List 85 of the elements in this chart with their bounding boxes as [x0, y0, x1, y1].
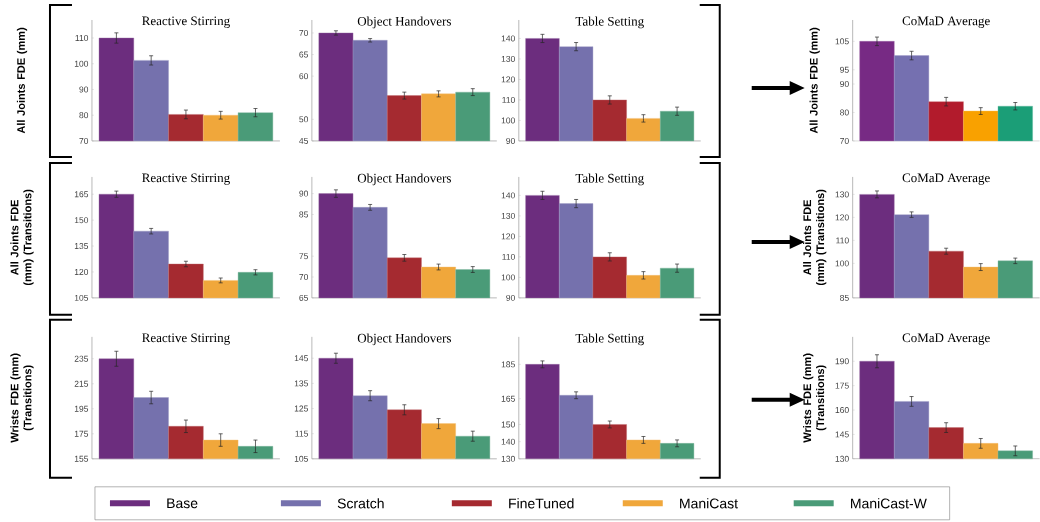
- y-tick-label: 105: [835, 38, 849, 45]
- y-tick-label: 90: [299, 190, 309, 197]
- chart-title: Object Handovers: [357, 16, 451, 29]
- y-tick-label: 85: [840, 294, 849, 301]
- y-tick-label: 70: [840, 138, 849, 145]
- y-tick-label: 175: [835, 382, 849, 389]
- y-axis-title: Wrists FDE (mm) (Transitions): [10, 353, 34, 443]
- y-tick-label: 195: [74, 405, 89, 412]
- y-tick-label: 110: [836, 237, 849, 244]
- y-tick-label: 160: [835, 407, 849, 414]
- y-tick-label: 120: [501, 76, 515, 83]
- chart-title: CoMaD Average: [902, 333, 990, 345]
- legend-label: Base: [167, 498, 198, 509]
- chart-title: CoMaD Average: [902, 173, 990, 185]
- y-tick-label: 110: [502, 253, 515, 260]
- y-tick-label: 135: [294, 380, 308, 387]
- y-tick-label: 120: [835, 214, 849, 221]
- y-tick-label: 165: [74, 191, 89, 198]
- chart-title: Object Handovers: [357, 333, 451, 346]
- y-tick-label: 150: [501, 421, 515, 428]
- y-tick-label: 145: [294, 355, 308, 362]
- y-tick-label: 185: [501, 361, 515, 368]
- y-tick-label: 165: [501, 395, 515, 402]
- y-tick-label: 140: [501, 438, 515, 445]
- y-tick-label: 90: [79, 86, 89, 93]
- y-tick-label: 130: [501, 455, 515, 462]
- y-tick-label: 175: [74, 430, 89, 437]
- y-tick-label: 65: [299, 51, 308, 58]
- y-tick-label: 70: [299, 274, 309, 281]
- y-tick-label: 90: [840, 81, 849, 88]
- chart-title: Reactive Stirring: [142, 16, 230, 29]
- y-axis-title: All Joints FDE (mm) (Transitions): [10, 189, 34, 286]
- y-tick-label: 125: [294, 405, 308, 412]
- y-tick-label: 80: [840, 109, 849, 116]
- y-axis-title: All Joints FDE (mm) (Transitions): [803, 189, 827, 286]
- chart-title: Table Setting: [575, 16, 644, 29]
- y-tick-label: 100: [501, 117, 515, 124]
- legend-label: FineTuned: [509, 498, 574, 509]
- y-tick-label: 190: [835, 358, 849, 365]
- y-tick-label: 60: [299, 73, 309, 80]
- y-tick-label: 70: [299, 30, 309, 37]
- y-tick-label: 140: [501, 192, 515, 199]
- y-tick-label: 50: [299, 116, 309, 123]
- y-tick-label: 95: [840, 66, 849, 73]
- y-tick-label: 100: [74, 60, 89, 67]
- y-tick-label: 80: [79, 112, 89, 119]
- y-tick-label: 90: [506, 138, 515, 145]
- y-tick-label: 85: [299, 211, 308, 218]
- chart-title: Reactive Stirring: [142, 333, 230, 345]
- y-tick-label: 75: [299, 253, 308, 260]
- y-tick-label: 145: [835, 431, 849, 438]
- y-tick-label: 130: [835, 455, 849, 462]
- legend-label: Scratch: [337, 498, 384, 509]
- legend-label: ManiCast-W: [851, 498, 927, 509]
- y-tick-label: 105: [74, 294, 89, 301]
- y-tick-label: 90: [506, 294, 515, 301]
- chart-title: Table Setting: [575, 333, 644, 346]
- y-tick-label: 105: [294, 455, 308, 462]
- y-axis-title: All Joints FDE (mm): [809, 27, 820, 134]
- y-tick-label: 140: [501, 35, 515, 42]
- chart-title: Reactive Stirring: [142, 173, 230, 185]
- y-tick-label: 115: [295, 430, 308, 437]
- y-tick-label: 100: [501, 274, 515, 281]
- y-tick-label: 45: [299, 138, 308, 144]
- legend-label: ManiCast: [680, 498, 738, 509]
- y-axis-title: Wrists FDE (mm) (Transitions): [803, 353, 827, 443]
- y-tick-label: 65: [299, 294, 308, 301]
- y-tick-label: 120: [501, 233, 515, 240]
- y-tick-label: 100: [835, 260, 849, 267]
- chart-title: Table Setting: [575, 173, 644, 186]
- y-tick-label: 150: [74, 217, 89, 224]
- y-tick-label: 70: [79, 138, 89, 145]
- y-tick-label: 155: [74, 455, 89, 462]
- y-tick-label: 215: [74, 380, 89, 387]
- y-tick-label: 235: [74, 355, 89, 362]
- y-tick-label: 120: [74, 269, 89, 276]
- y-axis-title: All Joints FDE (mm): [16, 27, 28, 134]
- chart-title: CoMaD Average: [902, 16, 990, 29]
- y-tick-label: 135: [74, 243, 89, 250]
- y-tick-label: 130: [835, 191, 849, 198]
- chart-title: Object Handovers: [357, 173, 451, 186]
- y-tick-label: 130: [501, 212, 515, 219]
- y-tick-label: 130: [501, 56, 515, 63]
- y-tick-label: 110: [502, 97, 515, 104]
- y-tick-label: 110: [75, 35, 89, 42]
